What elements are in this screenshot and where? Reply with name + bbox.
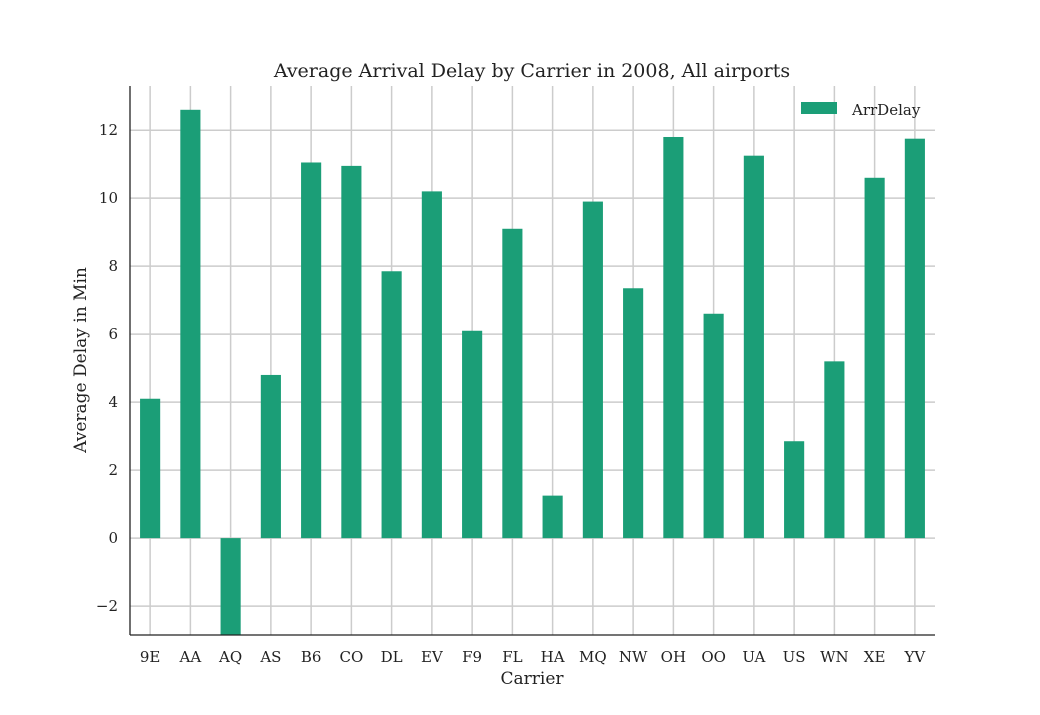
bar-wn <box>824 361 845 539</box>
x-tick-label: F9 <box>462 648 482 666</box>
y-tick-label: 2 <box>108 461 118 479</box>
x-tick-label: EV <box>421 648 444 666</box>
x-tick-label: 9E <box>140 648 161 666</box>
x-tick-label: MQ <box>579 648 607 666</box>
x-tick-label: AS <box>259 648 281 666</box>
bar-yv <box>904 138 925 539</box>
y-tick-label: 12 <box>99 121 118 139</box>
x-tick-label: B6 <box>301 648 322 666</box>
legend-label: ArrDelay <box>851 101 921 119</box>
tick-labels: −2 0 2 4 6 8 10 12 9E AA AQ AS B6 CO DL EV F9 FL HA MQ NW OH O… <box>96 121 927 666</box>
x-tick-label: US <box>783 648 806 666</box>
bar-us <box>784 441 805 539</box>
x-tick-label: OH <box>661 648 686 666</box>
bar-b6 <box>301 162 322 539</box>
bar-ua <box>743 155 764 539</box>
bar-xe <box>864 177 885 539</box>
bar-ha <box>542 495 563 539</box>
x-tick-label: CO <box>339 648 363 666</box>
x-tick-label: YV <box>904 648 927 666</box>
axes-spines <box>129 86 935 636</box>
legend-swatch <box>801 102 837 114</box>
bar-oh <box>663 136 684 539</box>
y-axis-label: Average Delay in Min <box>71 267 91 454</box>
chart-title: Average Arrival Delay by Carrier in 2008… <box>273 60 790 82</box>
x-tick-label: OO <box>701 648 726 666</box>
x-tick-label: AA <box>179 648 202 666</box>
grid-layer <box>130 86 935 635</box>
bar-ev <box>421 191 442 539</box>
y-tick-label: 10 <box>99 189 118 207</box>
y-tick-label: 8 <box>108 257 118 275</box>
bar-co <box>341 165 362 539</box>
bar-aq <box>220 538 241 635</box>
y-tick-label: 6 <box>108 325 118 343</box>
bars-layer <box>140 109 925 635</box>
bar-mq <box>582 201 603 539</box>
x-tick-label: DL <box>381 648 403 666</box>
x-tick-label: NW <box>619 648 648 666</box>
bar-dl <box>381 271 402 539</box>
bar-f9 <box>462 330 483 539</box>
x-tick-label: AQ <box>218 648 242 666</box>
bar-9e <box>140 398 161 539</box>
y-tick-label: 0 <box>108 529 118 547</box>
y-tick-label: 4 <box>108 393 118 411</box>
y-tick-label: −2 <box>96 597 118 615</box>
bar-oo <box>703 313 724 539</box>
legend: ArrDelay <box>801 101 921 119</box>
x-tick-label: XE <box>864 648 886 666</box>
bar-aa <box>180 109 201 539</box>
bar-fl <box>502 228 523 539</box>
bar-nw <box>623 288 644 539</box>
x-tick-label: FL <box>502 648 522 666</box>
bar-as <box>260 374 281 539</box>
x-tick-label: WN <box>820 648 849 666</box>
x-tick-label: UA <box>742 648 765 666</box>
x-axis-label: Carrier <box>500 669 564 689</box>
x-tick-label: HA <box>541 648 565 666</box>
